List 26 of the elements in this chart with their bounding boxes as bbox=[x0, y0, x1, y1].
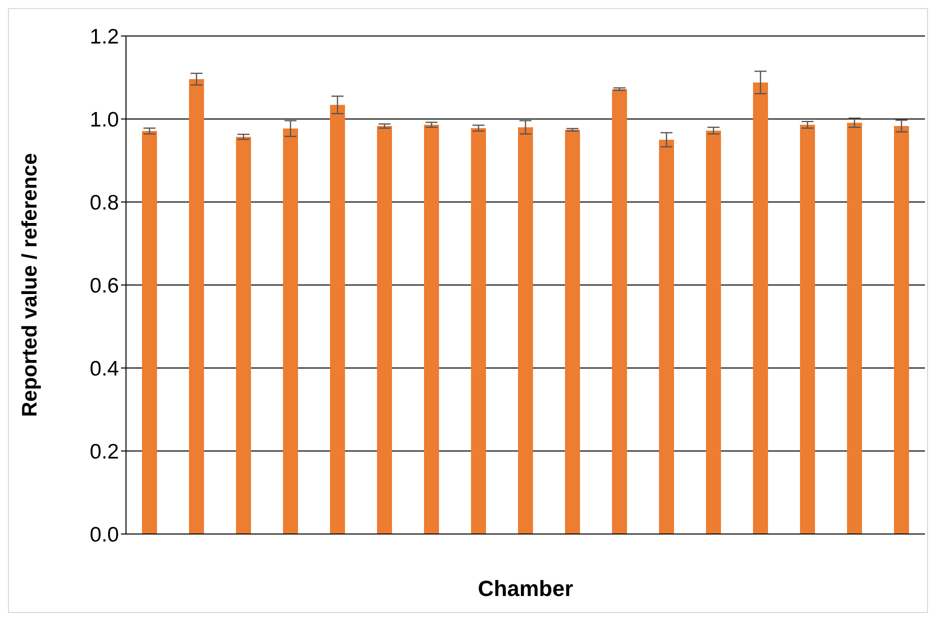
bar bbox=[189, 79, 204, 534]
bar bbox=[236, 136, 251, 534]
y-tick-label: 0.4 bbox=[90, 357, 120, 380]
bar bbox=[706, 130, 721, 534]
bar bbox=[424, 124, 439, 534]
y-tick-label: 0.0 bbox=[90, 523, 119, 546]
y-tick-label: 0.6 bbox=[90, 274, 119, 298]
y-axis-title: Reported value / reference bbox=[18, 153, 42, 417]
bar bbox=[518, 127, 533, 534]
y-tick-label: 0.2 bbox=[90, 440, 119, 464]
bar bbox=[377, 126, 392, 534]
bar bbox=[847, 122, 862, 534]
bar bbox=[142, 131, 157, 534]
bar bbox=[612, 89, 627, 534]
y-tick-label: 1.2 bbox=[90, 25, 119, 48]
bar bbox=[894, 126, 909, 534]
bar bbox=[471, 128, 486, 534]
y-tick-label: 0.8 bbox=[90, 191, 119, 214]
bar bbox=[800, 124, 815, 534]
bar bbox=[330, 104, 345, 534]
bar bbox=[283, 128, 298, 534]
y-tick-label: 1.0 bbox=[90, 108, 119, 132]
bar bbox=[565, 130, 580, 534]
x-axis-title: Chamber bbox=[478, 576, 574, 601]
bar bbox=[659, 140, 674, 534]
bar bbox=[753, 82, 768, 534]
